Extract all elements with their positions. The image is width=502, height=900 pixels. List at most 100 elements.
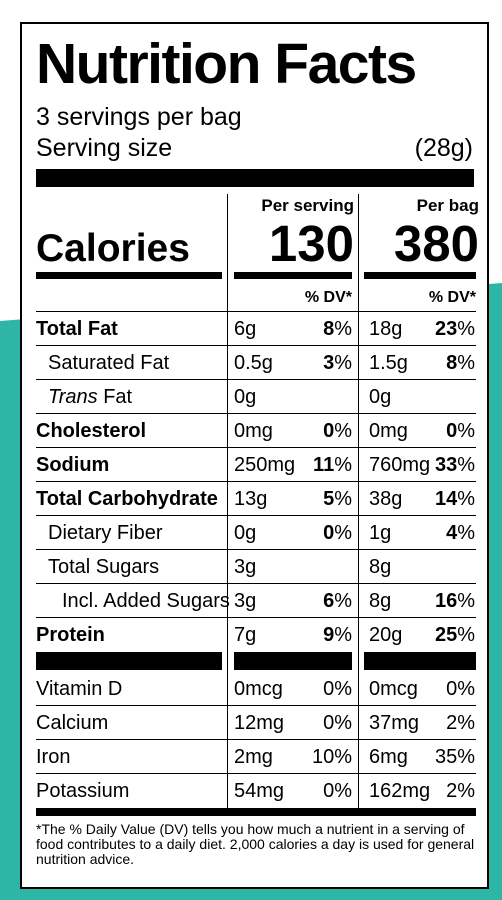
percent-sign: % bbox=[457, 488, 475, 510]
vitamin-row: Iron 2mg 10% 6mg 35% bbox=[22, 740, 487, 774]
vitamin-divider-mid bbox=[234, 652, 352, 670]
amount-per-serving: 3g bbox=[234, 556, 257, 578]
amount-per-bag: 8g bbox=[369, 556, 392, 578]
nutrient-name: Dietary Fiber bbox=[48, 522, 163, 544]
nutrient-row: Incl. Added Sugars 3g 6% 8g 16% bbox=[22, 584, 487, 618]
row-rule bbox=[36, 379, 476, 380]
dv-value: 6 bbox=[323, 590, 335, 612]
dv-per-serving: 9% bbox=[323, 623, 352, 647]
percent-sign: % bbox=[457, 420, 475, 442]
dv-value: 25 bbox=[434, 624, 458, 646]
thick-divider bbox=[36, 169, 474, 187]
serving-size-value: (28g) bbox=[414, 134, 473, 162]
vitamin-name: Iron bbox=[36, 746, 71, 768]
dv-per-serving: 0% bbox=[323, 712, 352, 734]
percent-sign: % bbox=[457, 624, 475, 646]
amount-per-serving: 0mg bbox=[234, 420, 273, 442]
amount-per-serving: 3g bbox=[234, 590, 257, 612]
dv-value: 23 bbox=[434, 318, 458, 340]
amount-per-serving: 54mg bbox=[234, 780, 285, 802]
vitamin-divider-left bbox=[36, 652, 222, 670]
nutrient-row: Total Fat 6g 8% 18g 23% bbox=[22, 312, 487, 346]
dv-per-serving: 5% bbox=[323, 487, 352, 511]
vitamin-name: Vitamin D bbox=[36, 678, 123, 700]
dv-value: 8 bbox=[323, 318, 335, 340]
nutrient-name-italic: Trans bbox=[48, 386, 98, 408]
nutrient-name: Incl. Added Sugars bbox=[62, 590, 230, 612]
nutrient-row: Sodium 250mg 11% 760mg 33% bbox=[22, 448, 487, 482]
dv-per-bag: 0% bbox=[446, 419, 475, 443]
dv-header-rule bbox=[36, 311, 476, 312]
nutrient-name: Trans Fat bbox=[48, 385, 132, 409]
nutrient-name: Total Sugars bbox=[48, 556, 160, 578]
dv-per-bag: 16% bbox=[435, 589, 475, 613]
row-rule bbox=[36, 549, 476, 550]
servings-per-container: 3 servings per bag bbox=[36, 103, 242, 131]
dv-per-serving: 0% bbox=[323, 419, 352, 443]
amount-per-bag: 760mg bbox=[369, 454, 431, 476]
amount-per-bag: 20g bbox=[369, 624, 403, 646]
amount-per-bag: 38g bbox=[369, 488, 403, 510]
calories-label: Calories bbox=[36, 227, 190, 270]
calories-per-serving: 130 bbox=[268, 215, 354, 272]
percent-sign: % bbox=[334, 420, 352, 442]
percent-sign: % bbox=[457, 352, 475, 374]
percent-sign: % bbox=[334, 352, 352, 374]
dv-header-bag: % DV* bbox=[428, 289, 476, 306]
nutrient-name: Saturated Fat bbox=[48, 352, 170, 374]
nutrient-name: Total Carbohydrate bbox=[36, 488, 218, 510]
percent-sign: % bbox=[457, 590, 475, 612]
row-rule bbox=[36, 583, 476, 584]
footnote-divider bbox=[36, 808, 476, 816]
amount-per-bag: 0mcg bbox=[369, 678, 418, 700]
nutrient-row: Cholesterol 0mg 0% 0mg 0% bbox=[22, 414, 487, 448]
amount-per-bag: 0mg bbox=[369, 420, 408, 442]
nutrient-name: Protein bbox=[36, 624, 105, 646]
vitamin-row: Vitamin D 0mcg 0% 0mcg 0% bbox=[22, 672, 487, 706]
dv-per-serving: 11% bbox=[313, 453, 352, 477]
percent-sign: % bbox=[334, 590, 352, 612]
nutrient-row: Dietary Fiber 0g 0% 1g 4% bbox=[22, 516, 487, 550]
dv-value: 8 bbox=[446, 352, 458, 374]
vitamin-divider-right bbox=[364, 652, 476, 670]
dv-value: 11 bbox=[313, 454, 335, 476]
amount-per-serving: 250mg bbox=[234, 454, 296, 476]
dv-per-bag: 35% bbox=[434, 746, 475, 768]
vitamin-name: Calcium bbox=[36, 712, 109, 734]
amount-per-bag: 162mg bbox=[369, 780, 431, 802]
percent-sign: % bbox=[334, 488, 352, 510]
nutrient-name: Total Fat bbox=[36, 318, 118, 340]
vitamin-row: Calcium 12mg 0% 37mg 2% bbox=[22, 706, 487, 740]
dv-value: 3 bbox=[323, 352, 335, 374]
amount-per-serving: 0.5g bbox=[234, 352, 273, 374]
nutrient-row: Total Carbohydrate 13g 5% 38g 14% bbox=[22, 482, 487, 516]
calories-per-bag: 380 bbox=[393, 215, 479, 272]
percent-sign: % bbox=[334, 522, 352, 544]
nutrient-row: Trans Fat 0g 0g bbox=[22, 380, 487, 414]
dv-header-serving: % DV* bbox=[304, 289, 352, 306]
percent-sign: % bbox=[334, 624, 352, 646]
dv-value: 0 bbox=[446, 420, 458, 442]
row-rule bbox=[36, 515, 476, 516]
percent-sign: % bbox=[457, 522, 475, 544]
dv-per-bag: 8% bbox=[446, 351, 475, 375]
footnote: *The % Daily Value (DV) tells you how mu… bbox=[36, 821, 475, 867]
amount-per-bag: 1.5g bbox=[369, 352, 408, 374]
dv-per-bag: 23% bbox=[435, 317, 475, 341]
amount-per-serving: 0mcg bbox=[234, 678, 283, 700]
dv-per-bag: 2% bbox=[446, 780, 475, 802]
percent-sign: % bbox=[334, 318, 352, 340]
amount-per-serving: 12mg bbox=[234, 712, 285, 734]
dv-per-bag: 2% bbox=[446, 712, 475, 734]
row-rule bbox=[36, 345, 476, 346]
percent-sign: % bbox=[457, 318, 475, 340]
nutrient-name-rest: Fat bbox=[97, 386, 133, 408]
dv-per-serving: 0% bbox=[323, 521, 352, 545]
dv-per-bag: 33% bbox=[435, 453, 475, 477]
dv-per-serving: 8% bbox=[323, 317, 352, 341]
serving-size-label: Serving size bbox=[36, 134, 173, 162]
row-rule bbox=[36, 447, 476, 448]
dv-value: 5 bbox=[323, 488, 335, 510]
dv-per-serving: 0% bbox=[323, 678, 352, 700]
dv-per-bag: 0% bbox=[446, 678, 475, 700]
